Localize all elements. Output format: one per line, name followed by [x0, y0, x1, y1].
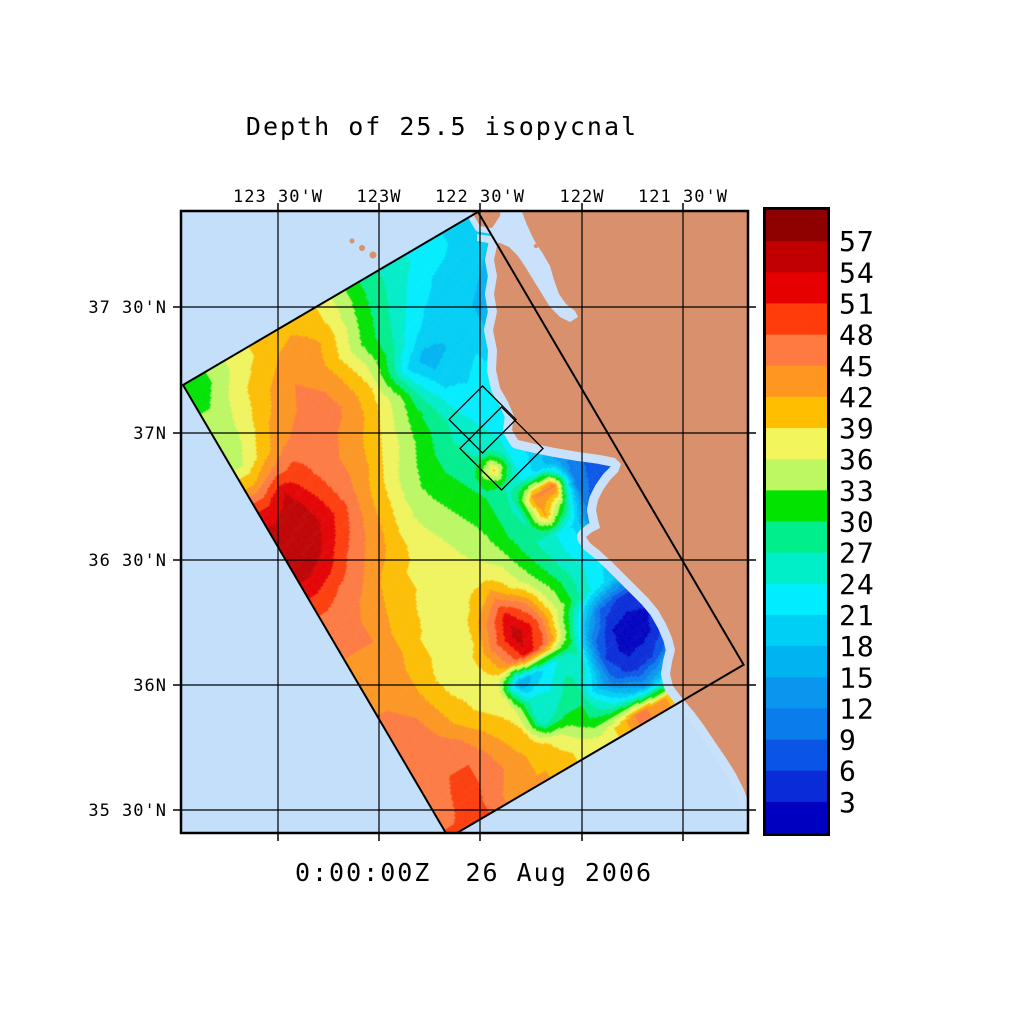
longitude-tick-label: 121 30'W — [638, 187, 728, 207]
axis-tick-marks — [173, 203, 756, 841]
colorbar-band — [766, 677, 827, 709]
outer-domain-outline — [181, 211, 745, 833]
colorbar-band — [766, 739, 827, 772]
lat-lon-gridlines — [181, 211, 748, 833]
colorbar-band — [766, 708, 827, 741]
colorbar-border — [763, 207, 830, 836]
colorbar-band — [766, 770, 827, 803]
colorbar-band — [766, 272, 827, 304]
colorbar-band — [766, 241, 827, 273]
colorbar-band — [766, 646, 827, 678]
plot-frame — [179, 209, 750, 835]
latitude-tick-label: 35 30'N — [88, 801, 167, 821]
colorbar-band — [766, 428, 827, 460]
colorbar-level-label: 6 — [839, 755, 857, 788]
colorbar-level-label: 39 — [839, 412, 875, 445]
colorbar-level-label: 45 — [839, 350, 875, 383]
land-coastline — [349, 211, 748, 824]
colorbar-level-label: 27 — [839, 537, 875, 570]
colorbar-band — [766, 210, 827, 242]
island — [369, 251, 377, 259]
nested-domain-outline — [459, 406, 544, 491]
island — [349, 238, 355, 244]
colorbar-level-label: 33 — [839, 474, 875, 507]
colorbar-band — [766, 303, 827, 336]
latitude-tick-label: 36 30'N — [88, 551, 167, 571]
colorbar-level-label: 18 — [839, 630, 875, 663]
san-francisco-bay — [477, 211, 578, 322]
land-mass — [493, 211, 748, 802]
colorbar-band — [766, 459, 827, 491]
colorbar-level-label: 24 — [839, 568, 875, 601]
island — [533, 243, 539, 249]
latitude-tick-label: 37 30'N — [88, 298, 167, 318]
colorbar-level-label: 54 — [839, 256, 875, 289]
colorbar-band — [766, 490, 827, 522]
colorbar-band — [766, 801, 827, 834]
colorbar-band — [766, 552, 827, 585]
colorbar-band — [766, 365, 827, 398]
colorbar-band — [766, 334, 827, 367]
colorbar-level-label: 30 — [839, 506, 875, 539]
longitude-tick-label: 123W — [357, 187, 402, 207]
latitude-tick-label: 36N — [133, 676, 167, 696]
longitude-tick-label: 122 30'W — [435, 187, 525, 207]
longitude-tick-label: 122W — [560, 187, 605, 207]
colorbar-level-label: 9 — [839, 724, 857, 757]
latitude-axis-labels: 37 30'N 37N 36 30'N 36N 35 30'N — [88, 298, 167, 821]
colorbar-level-label: 57 — [839, 225, 875, 258]
plot-title: Depth of 25.5 isopycnal — [246, 112, 638, 141]
colorbar-level-label: 21 — [839, 599, 875, 632]
depth-colorbar — [763, 207, 830, 836]
colorbar-band — [766, 521, 827, 554]
nested-domain-outline — [448, 385, 517, 454]
nested-model-domains — [448, 385, 544, 491]
colorbar-level-label: 15 — [839, 661, 875, 694]
colorbar-level-label: 36 — [839, 443, 875, 476]
colorbar-level-label: 3 — [839, 786, 857, 819]
model-domain-outline — [181, 211, 745, 833]
colorbar-level-label: 42 — [839, 381, 875, 414]
longitude-axis-labels: 123 30'W 123W 122 30'W 122W 121 30'W — [233, 187, 728, 207]
colorbar-level-label: 51 — [839, 287, 875, 320]
colorbar-band — [766, 614, 827, 647]
longitude-tick-label: 123 30'W — [233, 187, 323, 207]
timestamp-label: 0:00:00Z 26 Aug 2006 — [295, 858, 653, 887]
colorbar-band — [766, 583, 827, 616]
colorbar-band — [766, 396, 827, 429]
colorbar-level-label: 12 — [839, 692, 875, 725]
island — [359, 245, 365, 251]
latitude-tick-label: 37N — [133, 424, 167, 444]
colorbar-level-label: 48 — [839, 319, 875, 352]
